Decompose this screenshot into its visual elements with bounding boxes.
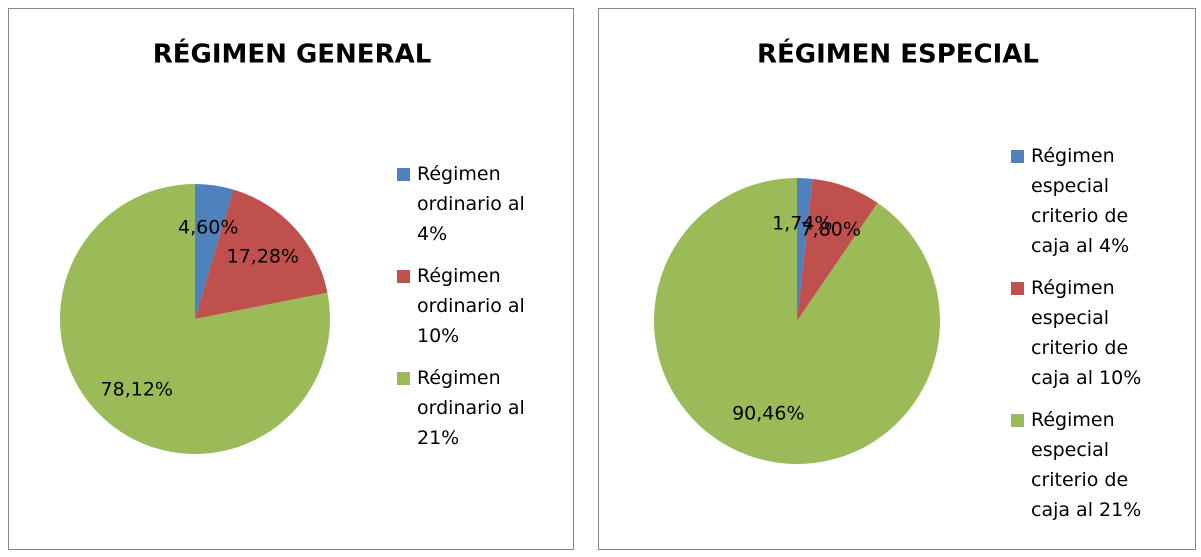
data-label: 7,80% xyxy=(801,218,861,240)
data-label: 1,74% xyxy=(772,212,832,234)
pie-slice xyxy=(195,184,234,319)
chart: RÉGIMEN GENERAL 4,60% 17,28% 78,12% xyxy=(59,38,432,455)
legend-entry: Régimen especial criterio de caja al 21% xyxy=(1011,405,1161,525)
legend-label: Régimen ordinario al 21% xyxy=(417,367,525,449)
legend-label: Régimen ordinario al 4% xyxy=(417,163,525,245)
pie-slice xyxy=(797,178,813,321)
legend-swatch xyxy=(1011,414,1024,427)
legend-entry: Régimen ordinario al 4% xyxy=(397,159,537,249)
data-label: 4,60% xyxy=(178,217,238,239)
legend-swatch xyxy=(1011,150,1024,163)
legend-label: Régimen ordinario al 10% xyxy=(417,265,525,347)
legend-swatch xyxy=(397,372,410,385)
pie-slice xyxy=(654,178,940,464)
legend-label: Régimen especial criterio de caja al 4% xyxy=(1031,145,1130,257)
data-label: 78,12% xyxy=(101,378,173,400)
legend-entry: Régimen especial criterio de caja al 4% xyxy=(1011,141,1161,261)
chart-panel: RÉGIMEN ESPECIAL 1,74% 7,80% 90,46% Régimen … xyxy=(598,8,1196,550)
legend-entry: Régimen ordinario al 21% xyxy=(397,363,537,453)
chart-title: RÉGIMEN ESPECIAL xyxy=(757,38,1039,70)
chart-title: RÉGIMEN GENERAL xyxy=(153,38,432,70)
data-label: 17,28% xyxy=(227,246,299,268)
legend-swatch xyxy=(397,168,410,181)
data-label: 90,46% xyxy=(732,402,804,424)
legend-entry: Régimen especial criterio de caja al 10% xyxy=(1011,273,1161,393)
legend: Régimen especial criterio de caja al 4% R… xyxy=(1011,141,1161,537)
legend: Régimen ordinario al 4% Régimen ordinario… xyxy=(397,159,537,465)
legend-entry: Régimen ordinario al 10% xyxy=(397,261,537,351)
pie-slice xyxy=(797,178,878,321)
legend-label: Régimen especial criterio de caja al 10% xyxy=(1031,277,1142,389)
pie-slice xyxy=(195,189,328,319)
legend-swatch xyxy=(397,270,410,283)
legend-label: Régimen especial criterio de caja al 21% xyxy=(1031,409,1142,521)
pie-slice xyxy=(59,184,330,455)
chart-panel: RÉGIMEN GENERAL 4,60% 17,28% 78,12% Régimen … xyxy=(8,8,574,550)
chart: RÉGIMEN ESPECIAL 1,74%7,80% 90,46% xyxy=(654,38,1039,464)
legend-swatch xyxy=(1011,282,1024,295)
